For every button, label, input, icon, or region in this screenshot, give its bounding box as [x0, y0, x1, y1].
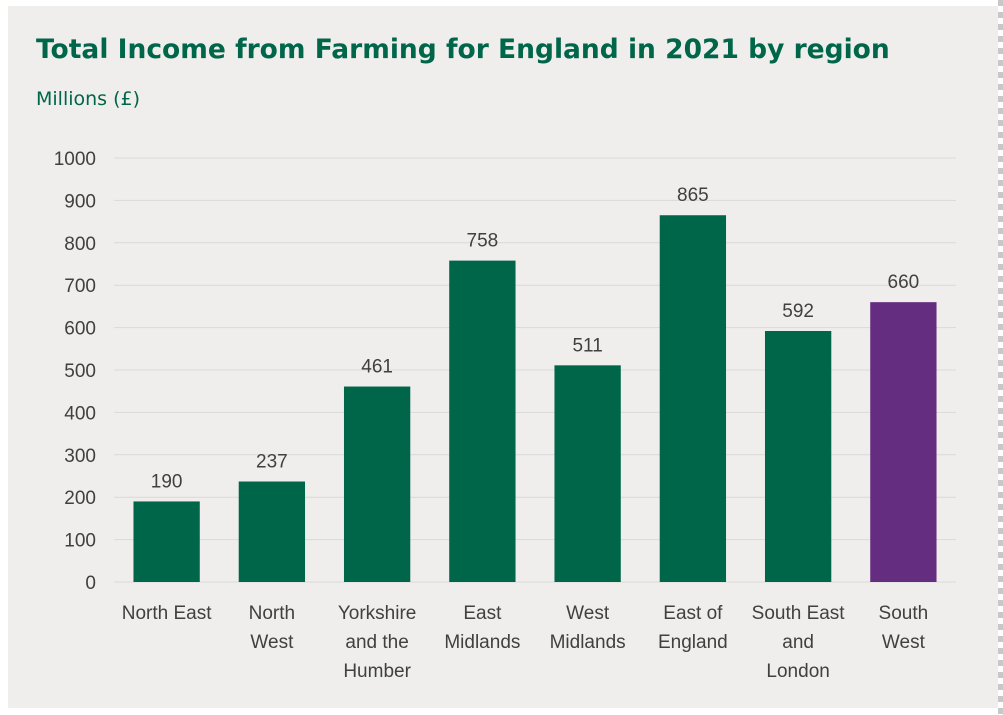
bar: [343, 386, 411, 582]
y-tick-label: 1000: [54, 149, 96, 170]
category-label: London: [766, 661, 829, 682]
chart-background: Total Income from Farming for England in…: [8, 6, 998, 708]
y-tick-label: 800: [64, 234, 96, 255]
chart-subtitle: Millions (£): [36, 88, 141, 110]
category-label: South: [879, 603, 929, 624]
bar: [764, 330, 832, 582]
y-tick-label: 900: [64, 191, 96, 212]
y-tick-label: 0: [85, 573, 96, 594]
category-label: and: [782, 632, 814, 653]
data-label: 865: [677, 185, 709, 206]
y-tick-label: 600: [64, 319, 96, 340]
y-tick-label: 100: [64, 531, 96, 552]
category-label: East of: [663, 603, 723, 624]
bar: [554, 365, 621, 582]
bar-chart: 0 100 200 300 400 500 600 700 800 900 1000 190 North…: [54, 149, 956, 682]
category-label: East: [463, 603, 502, 624]
category-label: North: [249, 603, 295, 624]
category-label: Midlands: [550, 632, 626, 653]
y-tick-label: 700: [64, 276, 96, 297]
category-label: West: [250, 632, 294, 653]
category-label: England: [658, 632, 728, 653]
data-label: 758: [467, 231, 499, 252]
data-label: 511: [572, 335, 602, 356]
y-tick-label: 200: [64, 488, 96, 509]
bar: [449, 260, 516, 582]
bar: [133, 501, 200, 582]
category-label: Midlands: [444, 632, 520, 653]
category-label: Yorkshire: [338, 603, 417, 624]
y-tick-label: 500: [64, 361, 96, 382]
category-label: West: [882, 632, 926, 653]
y-tick-label: 400: [64, 403, 96, 424]
bar: [870, 302, 937, 582]
bar: [238, 481, 306, 582]
data-label: 461: [361, 357, 393, 378]
data-label: 592: [782, 301, 814, 322]
data-label: 237: [256, 452, 288, 473]
data-label: 190: [151, 471, 183, 492]
bar: [659, 215, 727, 583]
category-label: South East: [752, 603, 846, 624]
category-label: Humber: [343, 661, 411, 682]
category-label: and the: [345, 632, 408, 653]
data-label: 660: [888, 272, 920, 293]
y-tick-label: 300: [64, 446, 96, 467]
scroll-edge: [998, 0, 1003, 715]
category-label: West: [566, 603, 610, 624]
chart-title: Total Income from Farming for England in…: [36, 34, 890, 65]
category-label: North East: [122, 603, 212, 624]
